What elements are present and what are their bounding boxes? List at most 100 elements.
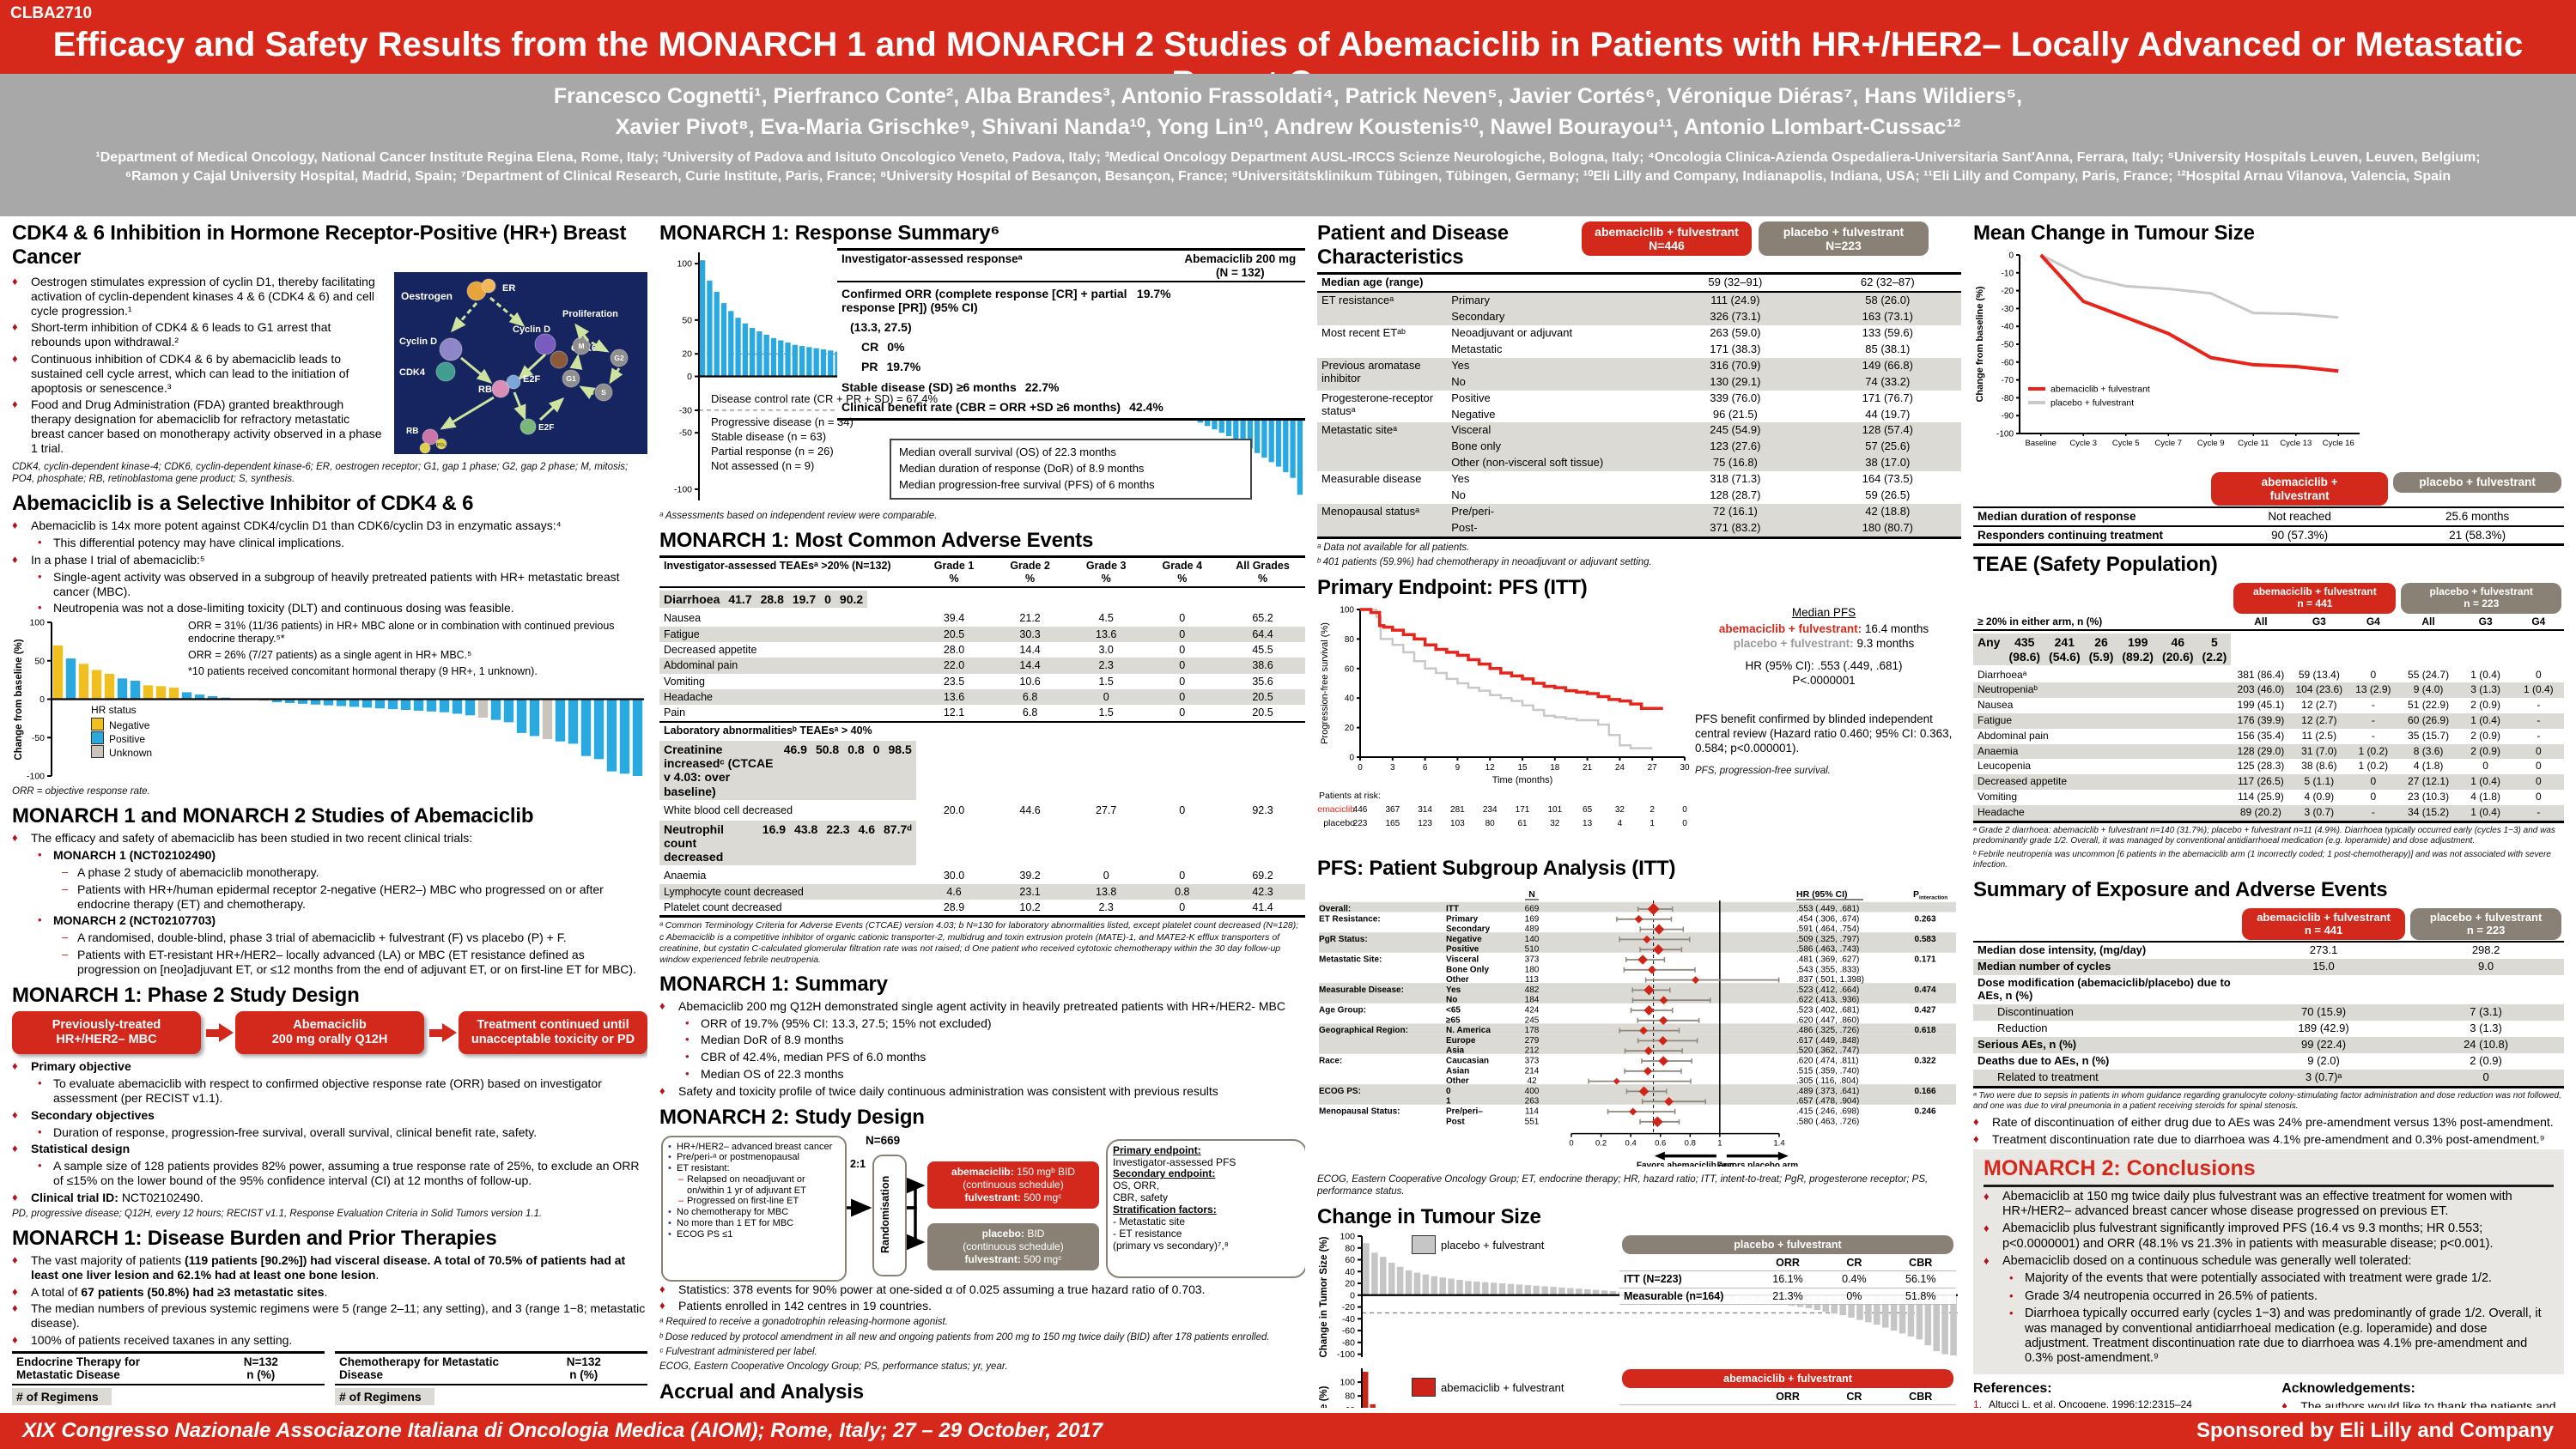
svg-text:0: 0 — [1682, 819, 1687, 828]
bar — [1848, 1294, 1855, 1318]
svg-text:40: 40 — [1345, 694, 1355, 703]
bullet-text: The median numbers of previous systemic … — [31, 1301, 646, 1331]
bar — [155, 686, 167, 700]
bar — [91, 670, 102, 700]
svg-text:.591 (.464, .754): .591 (.464, .754) — [1796, 925, 1859, 934]
svg-text:0: 0 — [2008, 252, 2014, 261]
table-cell: 1 (0.4) — [2512, 682, 2564, 699]
column-header: G3 — [2458, 614, 2513, 632]
table-cell: 20.5 — [915, 626, 993, 642]
median-pfs-heading: Median PFS — [1791, 605, 1856, 619]
bullet-marker: ♦ — [659, 1282, 665, 1295]
bullet-marker: • — [38, 536, 42, 549]
bullet-marker: ♦ — [12, 351, 18, 365]
table-cell: 19.7% — [1136, 287, 1171, 301]
table-cell: 60 (26.9) — [2398, 713, 2458, 729]
endpoint-line: - Metastatic site — [1113, 1216, 1186, 1228]
bar — [1498, 1282, 1506, 1295]
bullet-list: ♦ Oestrogen stimulates expression of cycl… — [12, 272, 384, 458]
table-row: Post- 371 (83.2) 180 (80.7) — [1317, 520, 1961, 538]
svg-text:abemaciclib: abemaciclib — [1317, 804, 1355, 815]
bullet-item: • MONARCH 1 (NCT02102490) — [38, 848, 647, 863]
bullet-item: ♦ Primary objective — [12, 1059, 647, 1074]
svg-text:-100: -100 — [1996, 430, 2014, 440]
table-cell: 128 (57.4) — [1814, 422, 1961, 440]
svg-text:214: 214 — [1525, 1066, 1540, 1076]
column-header: CBR — [1885, 1254, 1956, 1272]
table-cell: 176 (39.9) — [2231, 713, 2291, 729]
svg-text:placebo + fulvestrant: placebo + fulvestrant — [2050, 398, 2134, 409]
bar — [593, 699, 605, 760]
table-cell: 1 (0.2) — [2358, 760, 2389, 773]
placebo-arm-box: placebo: BID (continuous schedule) fulvest… — [927, 1222, 1099, 1270]
svg-text:-100: -100 — [27, 772, 45, 782]
bar — [1601, 1289, 1608, 1295]
table-row: ITT (N=446)35.2%*3.1%72.2%* — [1619, 1404, 1956, 1408]
svg-text:0.474: 0.474 — [1914, 985, 1935, 995]
p-value: P<.0000001 — [1792, 674, 1856, 688]
table-cell: 0 — [868, 741, 884, 800]
svg-text:-50: -50 — [32, 733, 45, 743]
table-cell: 12 (2.7) — [2301, 699, 2337, 712]
pill-row: abemaciclib + fulvestrant — [1619, 1367, 1956, 1389]
table-cell: 65.2 — [1252, 612, 1273, 625]
bullet-marker: ♦ — [1984, 1189, 1990, 1203]
table-cell: 45.5 — [1252, 643, 1273, 656]
table-cell: 46.9 — [779, 741, 811, 800]
table-cell: 3 (1.3) — [2458, 682, 2513, 699]
table-header-row: ORR CR CBR — [1619, 1254, 1956, 1272]
bar — [714, 291, 720, 377]
bar — [1865, 1294, 1872, 1322]
svg-text:551: 551 — [1525, 1117, 1540, 1126]
data-table: Chemotherapy for Metastatic Disease N=132… — [335, 1350, 647, 1408]
endocrine-therapy-table: Endocrine Therapy for Metastatic Disease… — [12, 1350, 325, 1408]
table-cell: Leucopenia — [1978, 760, 2032, 773]
svg-text:0: 0 — [1446, 1087, 1451, 1096]
table-cell: 56.1% — [1885, 1270, 1956, 1288]
table-cell: 0.4% — [1823, 1270, 1886, 1288]
svg-text:314: 314 — [1418, 805, 1432, 815]
bar — [1405, 1270, 1413, 1295]
svg-text:-30: -30 — [679, 405, 692, 415]
footnote: ᵃ Required to receive a gonadotrophin re… — [659, 1317, 948, 1328]
column-header: ORR — [1752, 1388, 1824, 1406]
table-cell: 42.3 — [1220, 883, 1305, 900]
bullet-list: ♦ Abemaciclib is 14x more potent against … — [12, 518, 647, 615]
eligibility-text: ECOG PS ≤1 — [677, 1228, 733, 1240]
svg-text:-50: -50 — [679, 428, 692, 439]
table-cell: 14.4 — [992, 658, 1068, 674]
table-cell: Abdominal pain — [659, 658, 916, 674]
table-cell: - — [2371, 729, 2375, 742]
bullet-marker: • — [38, 601, 42, 615]
bar — [503, 699, 514, 723]
table-cell: 149 (66.8) — [1814, 357, 1961, 374]
flow-box-population: Previously-treated HR+/HER2– MBC — [12, 1010, 201, 1055]
table-cell: Median duration of response — [1973, 506, 2208, 527]
table-cell: No — [1451, 488, 1466, 502]
table-cell: Neoadjuvant or adjuvant — [1451, 325, 1573, 339]
table-row: PR 19.7% — [837, 358, 1176, 375]
arm-label: abemaciclib + fulvestrant: — [1718, 621, 1862, 635]
table-row: Reduction 189 (42.9) 3 (1.3) — [1973, 1021, 2564, 1037]
bar — [1490, 1282, 1498, 1295]
hr-diamond — [1613, 1077, 1620, 1085]
table-row: ET resistanceᵃ Primary 111 (24.9) 58 (26.0) — [1317, 291, 1961, 325]
table-cell: 381 (86.4) — [2237, 668, 2285, 681]
svg-text:30: 30 — [1680, 763, 1690, 773]
svg-text:80: 80 — [1345, 1243, 1355, 1253]
bullet-text: Abemaciclib is 14x more potent against C… — [31, 518, 562, 533]
table-row: Neutrophil count decreased 16.9 43.8 22.3 4.… — [659, 820, 916, 866]
bullet-marker: • — [685, 1033, 690, 1046]
svg-text:E2F: E2F — [538, 423, 554, 433]
table-cell: 99 (22.4) — [2239, 1037, 2409, 1054]
hr-diamond — [1647, 965, 1656, 974]
table-row: Menopausal statusᵃ Pre/peri- 72 (16.1) 42 (… — [1317, 504, 1961, 538]
table-cell: 171 (38.3) — [1710, 342, 1761, 355]
svg-text:CDK4: CDK4 — [399, 367, 426, 378]
bar — [580, 699, 592, 756]
endpoint-line: - ET resistance — [1113, 1228, 1182, 1240]
bullet-text: The efficacy and safety of abemaciclib h… — [31, 831, 473, 846]
hr-diamond — [1653, 924, 1665, 935]
svg-text:Progression-free survival (%): Progression-free survival (%) — [1320, 622, 1330, 744]
table-cell: 0 — [2348, 774, 2399, 791]
